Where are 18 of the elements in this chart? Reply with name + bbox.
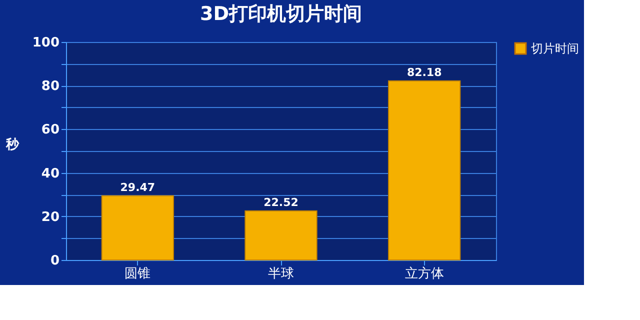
chart-title: 3D打印机切片时间 bbox=[200, 3, 362, 25]
data-label: 22.52 bbox=[264, 196, 298, 209]
y-tick-label: 100 bbox=[32, 36, 60, 50]
data-label: 82.18 bbox=[406, 66, 442, 79]
y-tick-label: 60 bbox=[41, 122, 60, 138]
legend-label: 切片时间 bbox=[531, 42, 579, 56]
y-tick-label: 20 bbox=[41, 210, 60, 225]
y-axis-title: 秒 bbox=[4, 138, 20, 152]
x-tick-label: 立方体 bbox=[404, 266, 444, 282]
y-tick-label: 40 bbox=[41, 166, 60, 182]
x-tick-label: 半球 bbox=[268, 266, 294, 282]
y-tick-label: 0 bbox=[50, 254, 60, 268]
bar bbox=[388, 80, 461, 260]
bar bbox=[244, 210, 318, 260]
bar bbox=[101, 195, 174, 260]
y-tick-label: 80 bbox=[41, 79, 60, 94]
data-label: 29.47 bbox=[120, 180, 156, 194]
x-tick-label: 圆锥 bbox=[124, 266, 151, 282]
